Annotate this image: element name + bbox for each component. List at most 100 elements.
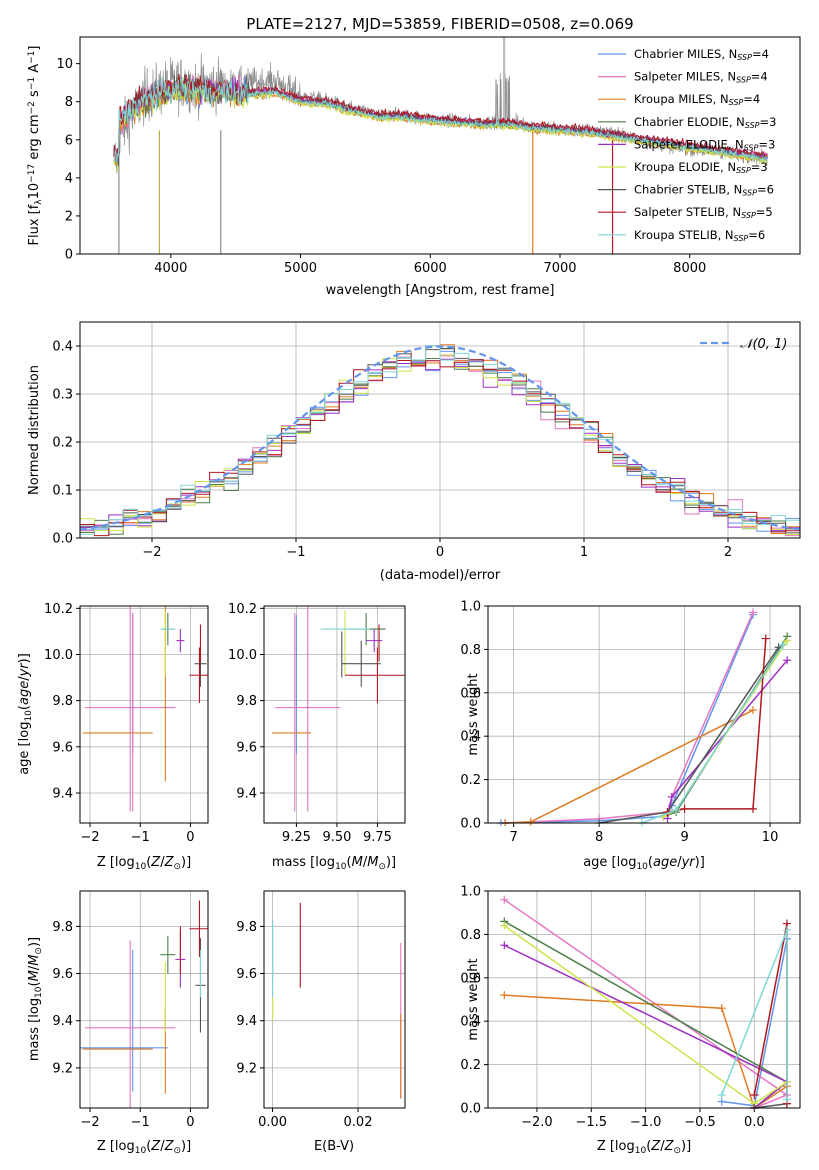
x-tick-label: 9.50 — [322, 830, 351, 845]
histogram-step — [80, 345, 800, 538]
y-tick-label: 0.0 — [52, 532, 73, 547]
y-tick-label: 0.4 — [52, 340, 73, 355]
hist-plot-area — [80, 344, 800, 538]
weight-marker — [782, 1095, 791, 1104]
x-tick-label: −1 — [286, 545, 305, 560]
x-axis-label: age [log10(age/yr)] — [583, 855, 705, 872]
y-tick-label: 0 — [65, 248, 73, 263]
weight-marker — [778, 641, 787, 650]
legend-entry: Salpeter STELIB, NSSP=5 — [634, 205, 773, 220]
x-axis-label: wavelength [Angstrom, rest frame] — [326, 283, 555, 298]
legend-entry: Kroupa STELIB, NSSP=6 — [634, 228, 765, 243]
x-tick-label: 4000 — [154, 261, 187, 276]
legend-entry: 𝒩(0, 1) — [740, 337, 787, 352]
y-tick-label: 9.8 — [52, 694, 73, 709]
mass-vs-ebv-plot-area — [271, 902, 402, 1099]
weight-marker — [748, 706, 757, 715]
y-tick-label: 9.4 — [236, 786, 257, 801]
x-tick-label: −0.5 — [684, 1115, 716, 1130]
legend-spectrum: Chabrier MILES, NSSP=4 Salpeter MILES, NS… — [598, 47, 776, 243]
x-tick-label: 0.0 — [744, 1115, 765, 1130]
y-tick-label: 10.0 — [228, 648, 257, 663]
y-tick-label: 0.3 — [52, 388, 73, 403]
weight-marker — [500, 991, 509, 1000]
y-tick-label: 0.4 — [460, 1015, 481, 1030]
weight-marker — [680, 804, 689, 813]
y-tick-label: 9.6 — [236, 967, 257, 982]
spectrum-plot-area — [113, 37, 769, 254]
y-tick-label: 0.2 — [460, 773, 481, 788]
x-tick-label: −2 — [142, 545, 161, 560]
y-tick-label: 0.8 — [460, 643, 481, 658]
y-tick-label: 0.2 — [460, 1058, 481, 1073]
x-axis-label: Z [log10(Z/Z⊙)] — [97, 1139, 191, 1156]
y-tick-label: 10.2 — [228, 602, 257, 617]
x-tick-label: −1 — [131, 1115, 150, 1130]
age-vs-Z-plot-area — [82, 606, 208, 812]
legend-entry: Salpeter ELODIE, NSSP=3 — [634, 137, 775, 152]
y-tick-label: 9.6 — [52, 967, 73, 982]
weight-line — [754, 1102, 788, 1109]
y-tick-label: 9.6 — [236, 740, 257, 755]
x-tick-label: 9 — [680, 830, 688, 845]
weight-marker — [748, 804, 757, 813]
x-tick-label: 10 — [762, 830, 779, 845]
weight-marker — [783, 656, 792, 665]
x-tick-label: 9.25 — [282, 830, 311, 845]
legend-entry: Chabrier STELIB, NSSP=6 — [634, 183, 774, 198]
legend-entry: Chabrier ELODIE, NSSP=3 — [634, 115, 776, 130]
x-tick-label: 0 — [186, 1115, 194, 1130]
x-tick-label: 8 — [595, 830, 603, 845]
age-vs-Z-axes — [79, 605, 209, 824]
x-tick-label: 1 — [580, 545, 588, 560]
mass-weight-vs-age-axes — [487, 605, 801, 824]
x-tick-label: 5000 — [284, 261, 317, 276]
y-tick-label: 8 — [65, 95, 73, 110]
y-tick-label: 0.0 — [460, 1102, 481, 1117]
mass-vs-Z-axes — [79, 890, 209, 1109]
figure-title: PLATE=2127, MJD=53859, FIBERID=0508, z=0… — [246, 15, 633, 33]
weight-marker — [500, 941, 509, 950]
legend-entry: Kroupa MILES, NSSP=4 — [634, 92, 760, 107]
mass-vs-ebv-axes — [263, 890, 406, 1109]
y-axis-label: Normed distribution — [27, 365, 42, 495]
y-tick-label: 9.4 — [52, 1014, 73, 1029]
x-tick-label: −1.5 — [575, 1115, 607, 1130]
y-tick-label: 1.0 — [460, 600, 481, 615]
legend-entry: Salpeter MILES, NSSP=4 — [634, 70, 768, 85]
mass-vs-Z-plot-area — [80, 900, 208, 1108]
y-tick-label: 4 — [65, 171, 73, 186]
weight-marker — [783, 636, 792, 645]
x-axis-label: E(B-V) — [314, 1139, 354, 1154]
y-tick-label: 9.4 — [236, 1014, 257, 1029]
x-tick-label: 0.02 — [344, 1115, 373, 1130]
x-tick-label: 0 — [436, 545, 444, 560]
x-tick-label: 2 — [724, 545, 732, 560]
mass-weight-vs-age-plot-area — [496, 608, 792, 826]
y-axis-label: mass weight — [466, 958, 481, 1040]
y-tick-label: 0.8 — [460, 928, 481, 943]
y-tick-label: 0.6 — [460, 971, 481, 986]
y-axis-label: age [log10(age/yr)] — [17, 653, 34, 775]
x-tick-label: −2 — [80, 830, 99, 845]
x-tick-label: 8000 — [673, 261, 706, 276]
weight-line — [598, 646, 780, 824]
weight-marker — [500, 921, 509, 930]
masked-region — [502, 37, 506, 121]
y-tick-label: 9.2 — [52, 1061, 73, 1076]
x-axis-label: Z [log10(Z/Z⊙)] — [597, 1139, 691, 1156]
y-tick-label: 10.2 — [44, 602, 73, 617]
x-axis-label: (data-model)/error — [380, 568, 501, 583]
y-tick-label: 9.8 — [52, 920, 73, 935]
age-vs-mass-axes — [263, 605, 406, 824]
legend-entry: Kroupa ELODIE, NSSP=3 — [634, 160, 768, 175]
x-tick-label: 0 — [186, 830, 194, 845]
x-tick-label: 6000 — [414, 261, 447, 276]
x-axis-label: mass [log10(M/M⊙)] — [272, 855, 396, 872]
weight-marker — [717, 1004, 726, 1013]
x-tick-label: 0.00 — [258, 1115, 287, 1130]
weight-line — [505, 612, 754, 824]
y-tick-label: 2 — [65, 209, 73, 224]
y-axis-label: mass [log10(M/M⊙)] — [27, 937, 44, 1061]
